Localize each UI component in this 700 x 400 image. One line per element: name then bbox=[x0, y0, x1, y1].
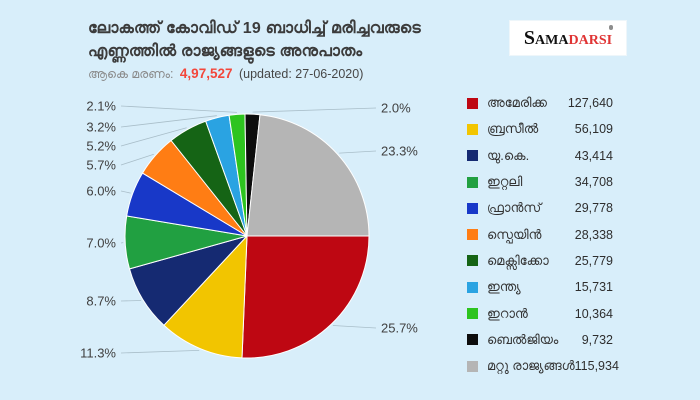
legend-row-uk: യു.കെ. 43,414 bbox=[467, 143, 613, 169]
legend-label-america: അമേരിക്ക bbox=[487, 95, 547, 111]
legend-value-belgium: 9,732 bbox=[581, 332, 613, 347]
total-deaths-value: 4,97,527 bbox=[179, 66, 233, 81]
leader-line-uk bbox=[120, 300, 142, 302]
leader-line-belgium bbox=[252, 107, 377, 113]
legend-swatch-brazil bbox=[467, 123, 478, 135]
chart-title-line2: എണ്ണത്തിൽ രാജ്യങ്ങളുടെ അനുപാതം bbox=[88, 43, 363, 60]
logo-i-dot-icon bbox=[608, 25, 614, 30]
legend-label-spain: സ്പെയിൻ bbox=[487, 226, 542, 242]
legend-swatch-iran bbox=[467, 308, 478, 320]
total-deaths-label: ആകെ മരണം: bbox=[88, 67, 174, 81]
leader-line-mexico bbox=[120, 127, 187, 147]
legend-row-italy: ഇറ്റലി 34,708 bbox=[467, 169, 613, 195]
leader-line-america bbox=[332, 325, 377, 329]
legend-label-iran: ഇറാൻ bbox=[487, 305, 528, 321]
pie-slice-brazil bbox=[163, 235, 248, 359]
leader-line-india bbox=[120, 115, 217, 128]
legend-swatch-india bbox=[467, 281, 478, 293]
legend-swatch-italy bbox=[467, 176, 478, 188]
leader-line-others bbox=[339, 150, 377, 154]
total-deaths-line: ആകെ മരണം: 4,97,527 (updated: 27-06-2020) bbox=[88, 66, 363, 82]
legend-row-others: മറ്റു രാജ്യങ്ങൾ 115,934 bbox=[467, 353, 619, 379]
legend-row-india: ഇന്ത്യ 15,731 bbox=[467, 274, 613, 300]
legend-value-america: 127,640 bbox=[567, 96, 613, 111]
pct-label-belgium: 2.0% bbox=[381, 101, 411, 116]
pct-label-uk: 8.7% bbox=[86, 294, 116, 309]
leader-line-france bbox=[120, 190, 131, 194]
legend-label-brazil: ബ്രസീൽ bbox=[487, 121, 539, 137]
legend-swatch-others bbox=[467, 360, 478, 372]
legend-value-uk: 43,414 bbox=[574, 148, 613, 163]
pct-label-spain: 5.7% bbox=[86, 158, 116, 173]
legend-row-belgium: ബെൽജിയം 9,732 bbox=[467, 327, 613, 353]
pct-label-others: 23.3% bbox=[381, 144, 418, 159]
legend-label-uk: യു.കെ. bbox=[487, 147, 530, 163]
legend-value-france: 29,778 bbox=[574, 201, 613, 216]
updated-date: (updated: 27-06-2020) bbox=[238, 67, 364, 81]
legend-swatch-mexico bbox=[467, 255, 478, 267]
legend-row-iran: ഇറാൻ 10,364 bbox=[467, 300, 613, 326]
pct-label-france: 6.0% bbox=[86, 184, 116, 199]
legend-label-others: മറ്റു രാജ്യങ്ങൾ bbox=[487, 358, 575, 374]
pie-slice-others bbox=[246, 114, 370, 237]
samadarsi-logo: Samadarsi bbox=[509, 20, 627, 56]
pct-label-iran: 2.1% bbox=[86, 99, 116, 114]
legend-value-india: 15,731 bbox=[574, 280, 613, 295]
leader-line-spain bbox=[120, 153, 154, 166]
legend-value-spain: 28,338 bbox=[574, 227, 613, 242]
leader-line-brazil bbox=[120, 350, 200, 354]
pie-slice-america bbox=[241, 235, 370, 359]
legend-row-spain: സ്പെയിൻ 28,338 bbox=[467, 221, 613, 247]
legend-swatch-belgium bbox=[467, 334, 478, 346]
pct-label-mexico: 5.2% bbox=[86, 139, 116, 154]
legend-row-brazil: ബ്രസീൽ 56,109 bbox=[467, 116, 613, 142]
legend-row-france: ഫ്രാൻസ് 29,778 bbox=[467, 195, 613, 221]
pct-label-india: 3.2% bbox=[86, 120, 116, 135]
legend-value-iran: 10,364 bbox=[574, 306, 613, 321]
leader-line-iran bbox=[120, 105, 237, 113]
chart-title-line1: ലോകത്ത് കോവിഡ് 19 ബാധിച്ച് മരിച്ചവരുടെ bbox=[88, 20, 421, 37]
legend: അമേരിക്ക 127,640 ബ്രസീൽ 56,109 യു.കെ. 43,414 ഇ… bbox=[467, 90, 619, 379]
legend-swatch-america bbox=[467, 97, 478, 109]
legend-label-india: ഇന്ത്യ bbox=[487, 279, 521, 295]
legend-swatch-uk bbox=[467, 150, 478, 162]
legend-row-america: അമേരിക്ക 127,640 bbox=[467, 90, 613, 116]
legend-value-others: 115,934 bbox=[574, 359, 619, 374]
legend-swatch-france bbox=[467, 202, 478, 214]
legend-row-mexico: മെക്സിക്കോ 25,779 bbox=[467, 248, 613, 274]
logo-part-sama: Sama bbox=[523, 27, 569, 49]
logo-text: Samadarsi bbox=[523, 25, 614, 49]
logo-part-darsi: darsi bbox=[568, 27, 613, 49]
legend-label-mexico: മെക്സിക്കോ bbox=[487, 252, 549, 268]
legend-value-italy: 34,708 bbox=[574, 175, 613, 190]
legend-value-mexico: 25,779 bbox=[574, 253, 613, 268]
pct-label-italy: 7.0% bbox=[86, 236, 116, 251]
pct-label-america: 25.7% bbox=[381, 321, 418, 336]
legend-label-italy: ഇറ്റലി bbox=[487, 174, 523, 190]
pct-label-brazil: 11.3% bbox=[80, 346, 116, 361]
legend-label-france: ഫ്രാൻസ് bbox=[487, 200, 542, 216]
legend-label-belgium: ബെൽജിയം bbox=[487, 331, 559, 347]
legend-value-brazil: 56,109 bbox=[574, 122, 613, 137]
legend-swatch-spain bbox=[467, 229, 478, 241]
